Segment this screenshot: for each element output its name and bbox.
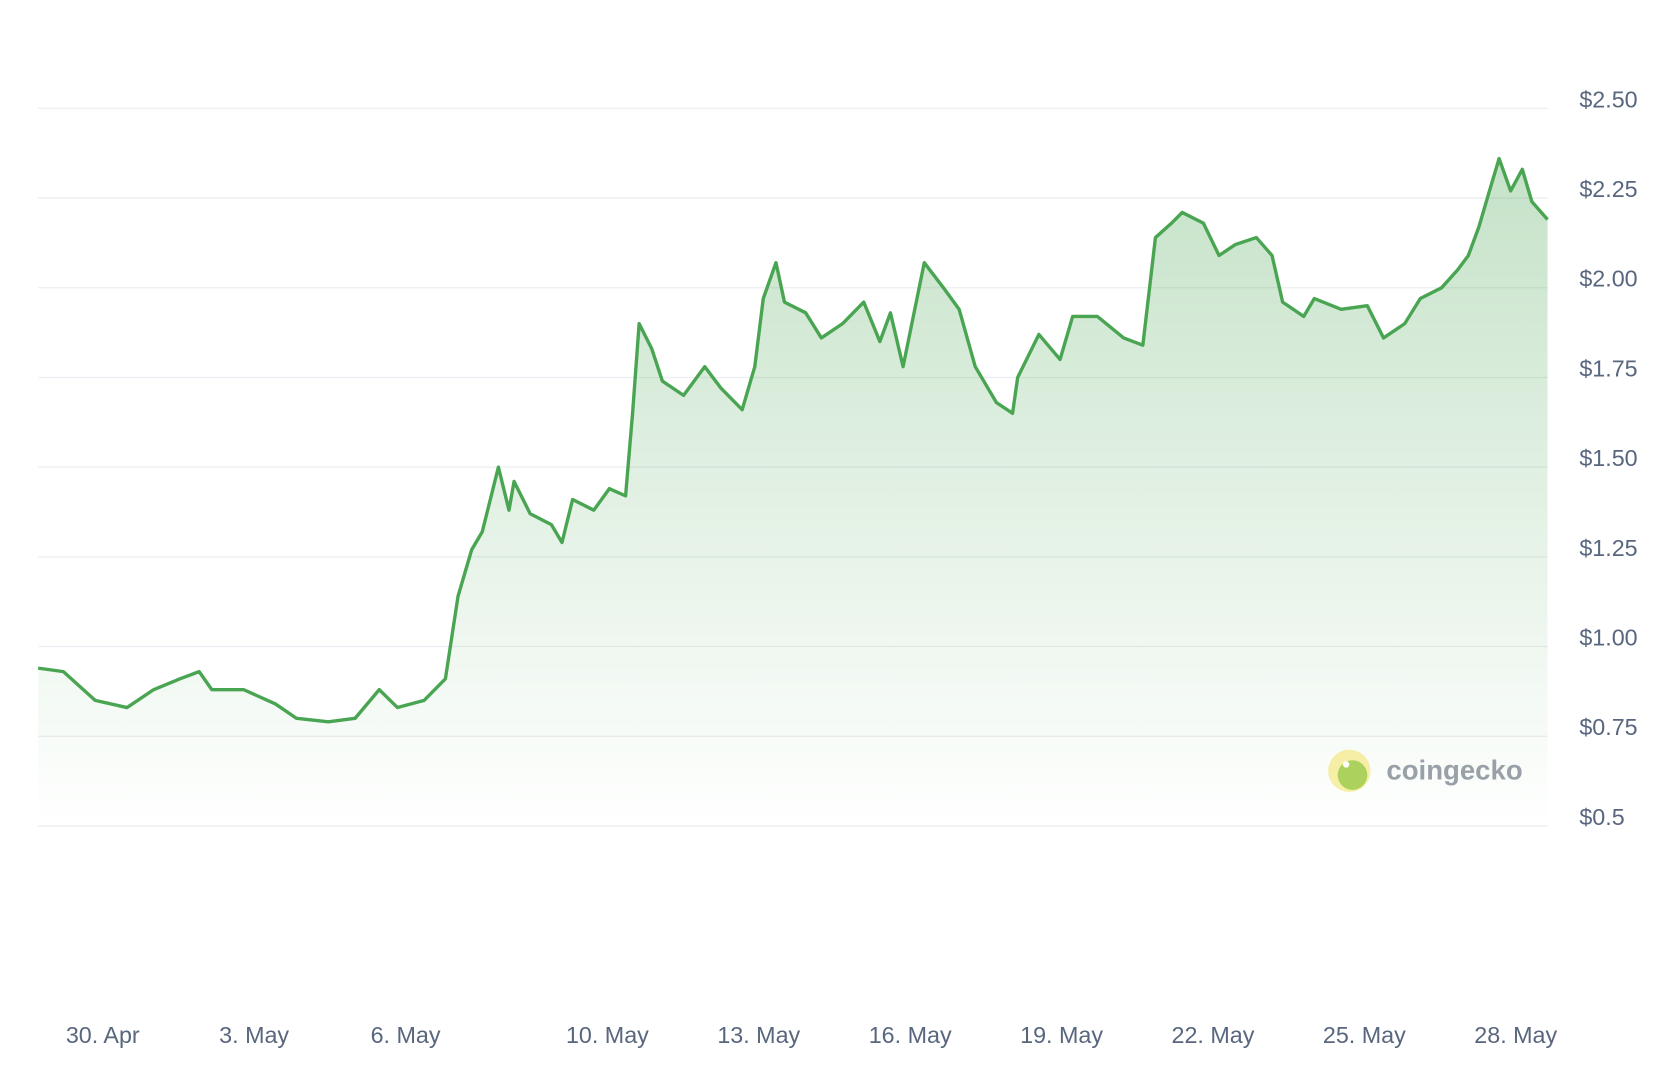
price-line — [37, 156, 1549, 724]
y-tick-label: $1.00 — [1579, 624, 1637, 650]
x-tick-label: 13. May — [717, 1022, 800, 1048]
x-tick-label: 10. May — [566, 1022, 649, 1048]
x-tick-label: 6. May — [371, 1022, 441, 1048]
x-tick-label: 3. May — [219, 1022, 289, 1048]
watermark-text: coingecko — [1386, 754, 1522, 785]
price-area — [38, 158, 1548, 826]
y-tick-label: $0.5 — [1579, 804, 1624, 830]
y-tick-label: $2.00 — [1579, 266, 1637, 292]
x-tick-label: 16. May — [869, 1022, 952, 1048]
y-tick-label: $1.50 — [1579, 445, 1637, 471]
watermark: coingecko — [1328, 749, 1523, 793]
x-tick-label: 19. May — [1020, 1022, 1103, 1048]
y-tick-label: $2.50 — [1579, 86, 1637, 112]
x-tick-label: 28. May — [1474, 1022, 1557, 1048]
x-tick-label: 25. May — [1323, 1022, 1406, 1048]
x-tick-label: 22. May — [1172, 1022, 1255, 1048]
x-tick-label: 30. Apr — [66, 1022, 140, 1048]
y-tick-label: $2.25 — [1579, 176, 1637, 202]
y-tick-label: $1.75 — [1579, 355, 1637, 381]
y-tick-label: $0.75 — [1579, 714, 1637, 740]
y-tick-label: $1.25 — [1579, 535, 1637, 561]
